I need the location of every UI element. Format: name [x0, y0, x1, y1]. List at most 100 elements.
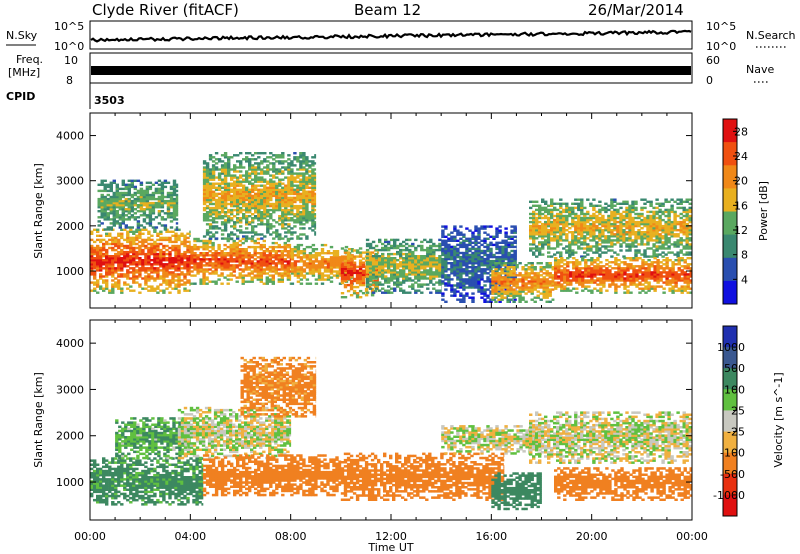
- echo-cell: [281, 182, 285, 185]
- echo-cell: [583, 229, 587, 232]
- echo-cell: [521, 284, 525, 287]
- echo-cell: [290, 248, 295, 251]
- echo-cell: [241, 260, 245, 263]
- echo-cell: [491, 274, 495, 277]
- echo-cell: [186, 255, 190, 258]
- echo-cell: [541, 253, 545, 256]
- echo-cell: [293, 164, 297, 167]
- nave-tick-top: 60: [706, 54, 720, 67]
- echo-cell: [253, 248, 257, 251]
- echo-cell: [571, 210, 575, 214]
- echo-cell: [193, 248, 197, 251]
- echo-cell: [444, 253, 448, 257]
- echo-cell: [242, 196, 246, 200]
- echo-cell: [302, 178, 306, 181]
- echo-cell: [233, 190, 237, 193]
- echo-cell: [251, 184, 255, 187]
- echo-cell: [577, 245, 581, 248]
- echo-cell: [121, 187, 125, 191]
- echo-cell: [286, 264, 291, 267]
- echo-cell: [180, 279, 184, 282]
- echo-cell: [532, 214, 536, 218]
- echo-cell: [453, 290, 457, 293]
- echo-cell: [290, 172, 294, 175]
- echo-cell: [595, 241, 599, 244]
- echo-cell: [580, 224, 584, 228]
- echo-cell: [241, 252, 245, 255]
- echo-cell: [211, 184, 216, 187]
- echo-cell: [365, 267, 370, 270]
- echo-cell: [90, 257, 94, 260]
- echo-cell: [205, 174, 210, 177]
- echo-cell: [423, 271, 427, 274]
- echo-cell: [527, 276, 531, 279]
- echo-cell: [208, 250, 212, 253]
- echo-cell: [480, 257, 484, 261]
- echo-cell: [177, 283, 181, 286]
- echo-cell: [214, 188, 219, 191]
- echo-cell: [280, 272, 284, 275]
- echo-cell: [524, 264, 528, 267]
- echo-cell: [250, 237, 254, 241]
- echo-cell: [355, 249, 360, 252]
- echo-cell: [111, 255, 115, 258]
- echo-cell: [281, 213, 285, 216]
- echo-cell: [503, 264, 507, 267]
- echo-cell: [266, 196, 270, 200]
- echo-cell: [423, 257, 427, 260]
- echo-cell: [311, 248, 316, 251]
- echo-cell: [268, 256, 272, 259]
- echo-cell: [130, 201, 134, 205]
- echo-cell: [314, 278, 319, 281]
- echo-cell: [296, 280, 301, 283]
- echo-cell: [99, 248, 103, 252]
- echo-cell: [538, 231, 542, 234]
- echo-cell: [456, 249, 460, 253]
- echo-cell: [172, 189, 177, 193]
- echo-cell: [311, 194, 315, 198]
- echo-cell: [132, 257, 136, 260]
- echo-cell: [162, 246, 166, 250]
- echo-cell: [217, 260, 221, 263]
- echo-cell: [343, 255, 348, 258]
- echo-cell: [180, 267, 184, 270]
- echo-cell: [150, 275, 154, 278]
- echo-cell: [154, 189, 159, 193]
- echo-cell: [100, 208, 104, 211]
- echo-cell: [326, 266, 331, 269]
- echo-cell: [574, 198, 578, 201]
- echo-cell: [111, 267, 115, 270]
- echo-cell: [124, 193, 128, 197]
- echo-cell: [396, 267, 400, 270]
- echo-cell: [248, 152, 252, 155]
- echo-cell: [302, 254, 307, 257]
- echo-cell: [311, 243, 316, 247]
- echo-cell: [202, 202, 207, 206]
- echo-cell: [153, 252, 157, 256]
- echo-cell: [287, 192, 291, 196]
- echo-cell: [426, 248, 430, 252]
- echo-cell: [432, 271, 436, 274]
- echo-cell: [229, 256, 233, 259]
- echo-cell: [150, 277, 154, 280]
- echo-cell: [365, 263, 370, 266]
- echo-cell: [352, 292, 357, 295]
- echo-cell: [102, 259, 106, 262]
- echo-cell: [115, 216, 119, 219]
- echo-cell: [453, 239, 457, 242]
- echo-cell: [293, 152, 297, 155]
- echo-cell: [251, 213, 255, 216]
- echo-cell: [168, 230, 172, 233]
- echo-cell: [156, 285, 160, 288]
- echo-cell: [308, 182, 312, 185]
- echo-cell: [165, 244, 169, 248]
- echo-cell: [447, 243, 451, 247]
- echo-cell: [340, 255, 345, 258]
- echo-cell: [254, 215, 258, 218]
- echo-cell: [106, 206, 110, 209]
- echo-cell: [518, 262, 522, 265]
- echo-cell: [293, 204, 297, 208]
- echo-cell: [157, 201, 162, 205]
- echo-cell: [242, 202, 246, 206]
- echo-cell: [214, 254, 218, 257]
